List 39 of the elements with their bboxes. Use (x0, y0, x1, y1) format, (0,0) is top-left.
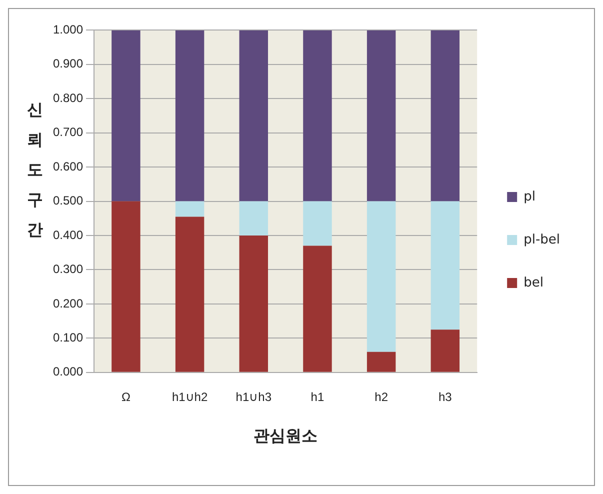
bar (239, 236, 268, 372)
y-tick-label: 0.200 (53, 296, 84, 310)
y-tick-label: 0.100 (53, 330, 84, 344)
y-axis-title: 신뢰도구간 (26, 99, 44, 241)
bar (366, 30, 396, 202)
y-tick-label: 1.000 (53, 22, 84, 37)
bar (175, 201, 204, 217)
bar (112, 201, 140, 372)
y-tick-label: 0.300 (53, 262, 84, 276)
bar (175, 216, 204, 372)
x-tick-label: h1∪h3 (236, 390, 272, 404)
y-tick-label: 0.400 (53, 228, 84, 242)
x-tick-label: h3 (438, 390, 452, 404)
y-tick-label: 0.800 (53, 90, 84, 105)
x-tick-label: h1 (310, 390, 324, 404)
x-tick-label: h1∪h2 (172, 390, 208, 404)
legend-label: pl-bel (524, 232, 560, 248)
x-tick-label: h2 (374, 390, 388, 404)
bar (239, 201, 268, 236)
bar (112, 30, 140, 202)
bar (303, 201, 332, 246)
bar (239, 30, 268, 202)
bar (430, 30, 460, 202)
bar (366, 201, 396, 352)
y-tick-label: 0.000 (53, 364, 84, 379)
legend-label: bel (524, 275, 544, 290)
bar (303, 30, 332, 202)
x-tick-label: Ω (121, 390, 130, 404)
bar (430, 201, 460, 330)
bar (366, 352, 396, 372)
y-tick-label: 0.500 (53, 194, 84, 208)
bar (175, 30, 204, 202)
y-tick-label: 0.700 (53, 125, 84, 140)
y-tick-label: 0.900 (53, 56, 84, 71)
legend-label: pl (524, 189, 536, 204)
x-axis-title: 관심원소 (254, 428, 318, 445)
bar (430, 330, 460, 372)
bar (303, 246, 332, 372)
y-tick-label: 0.600 (53, 159, 84, 174)
